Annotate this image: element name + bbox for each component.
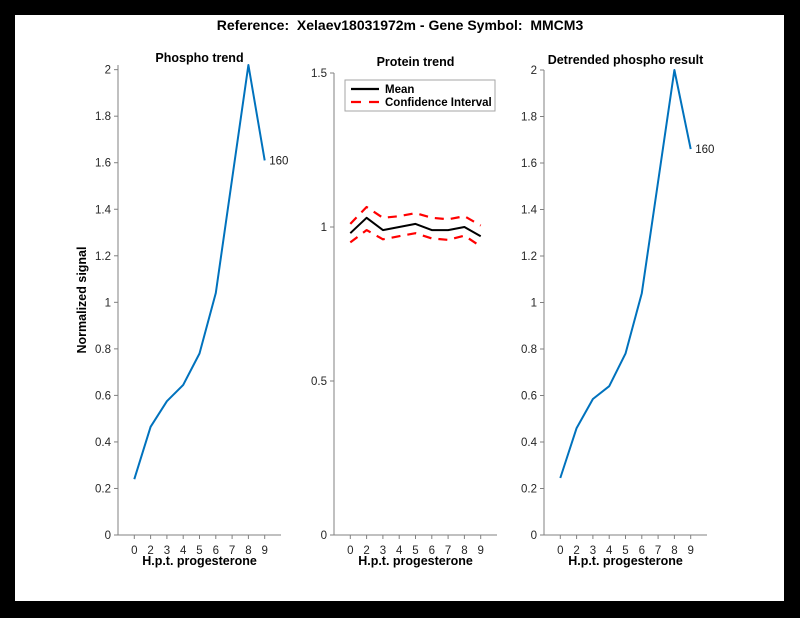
legend-label: Confidence Interval: [385, 97, 492, 109]
y-tick-label: 0.2: [521, 484, 537, 496]
plot2-title: Protein trend: [377, 55, 455, 69]
y-tick-label: 1.5: [311, 68, 327, 80]
y-tick-label: 0.8: [521, 344, 537, 356]
y-tick-label: 1.6: [95, 158, 111, 170]
y-tick-label: 1: [105, 297, 111, 309]
y-tick-label: 0.6: [95, 390, 111, 402]
y-tick-label: 1.4: [521, 205, 538, 217]
plot3-title: Detrended phospho result: [548, 53, 704, 67]
legend-box: [344, 79, 496, 112]
y-tick-label: 1: [531, 298, 537, 310]
x-tick-label: 2: [573, 545, 579, 557]
x-tick-label: 7: [229, 545, 235, 557]
series-line-ci-lower: [349, 229, 482, 248]
y-tick-label: 0: [531, 530, 537, 542]
x-tick-label: 6: [639, 545, 645, 557]
y-tick-label: 2: [531, 65, 537, 77]
series-line-ci-upper: [349, 205, 482, 227]
y-tick-label: 1.2: [95, 251, 111, 263]
x-tick-label: 4: [396, 545, 403, 557]
end-value-annotation: 160: [269, 155, 288, 167]
plot-areas: 00.20.40.60.811.21.41.61.820 2 3 4 5 6 7 8 91600…: [95, 64, 714, 557]
x-tick-label: 0: [347, 545, 353, 557]
y-tick-label: 1: [321, 222, 327, 234]
x-tick-label: 5: [622, 545, 628, 557]
legend-label: Mean: [385, 84, 414, 96]
end-value-annotation: 160: [695, 144, 714, 156]
y-tick-label: 1.4: [95, 204, 112, 216]
x-tick-label: 3: [380, 545, 386, 557]
y-tick-label: 1.8: [521, 112, 537, 124]
y-tick-label: 0.2: [95, 483, 111, 495]
plot3-xlabel: H.p.t. progesterone: [568, 554, 683, 568]
x-tick-label: 4: [606, 545, 613, 557]
y-tick-label: 1.2: [521, 251, 537, 263]
x-tick-label: 7: [655, 545, 661, 557]
x-tick-label: 9: [477, 545, 483, 557]
series-line-mean: [349, 216, 482, 238]
y-tick-label: 0.4: [521, 437, 538, 449]
x-tick-label: 5: [412, 545, 418, 557]
y-tick-label: 2: [105, 65, 111, 77]
x-tick-label: 8: [461, 545, 467, 557]
figure-canvas: [15, 15, 784, 601]
plot1-ylabel: Normalized signal: [75, 247, 89, 354]
x-tick-label: 8: [245, 545, 251, 557]
x-tick-label: 3: [164, 545, 170, 557]
series-line-phospho-signal: [133, 64, 266, 480]
x-tick-label: 2: [147, 545, 153, 557]
plot2-xlabel: H.p.t. progesterone: [358, 554, 473, 568]
x-tick-label: 6: [213, 545, 219, 557]
y-tick-label: 0.4: [95, 437, 112, 449]
y-tick-label: 0.5: [311, 376, 327, 388]
x-tick-label: 3: [590, 545, 596, 557]
x-tick-label: 8: [671, 545, 677, 557]
x-tick-label: 0: [131, 545, 137, 557]
y-tick-label: 1.6: [521, 158, 537, 170]
x-tick-label: 4: [180, 545, 187, 557]
x-tick-label: 9: [687, 545, 693, 557]
x-tick-label: 6: [429, 545, 435, 557]
x-tick-label: 0: [557, 545, 563, 557]
y-tick-label: 0: [105, 530, 111, 542]
y-tick-label: 0.6: [521, 391, 537, 403]
plot1-xlabel: H.p.t. progesterone: [142, 554, 257, 568]
y-tick-label: 1.8: [95, 111, 111, 123]
x-tick-label: 2: [363, 545, 369, 557]
plot1-title: Phospho trend: [155, 51, 243, 65]
y-tick-label: 0.8: [95, 344, 111, 356]
y-tick-label: 0: [321, 530, 327, 542]
x-tick-label: 7: [445, 545, 451, 557]
x-tick-label: 9: [261, 545, 267, 557]
x-tick-label: 5: [196, 545, 202, 557]
figure-title: Reference: Xelaev18031972m - Gene Symbol…: [217, 17, 584, 33]
series-line-detrended-phospho: [559, 69, 692, 479]
